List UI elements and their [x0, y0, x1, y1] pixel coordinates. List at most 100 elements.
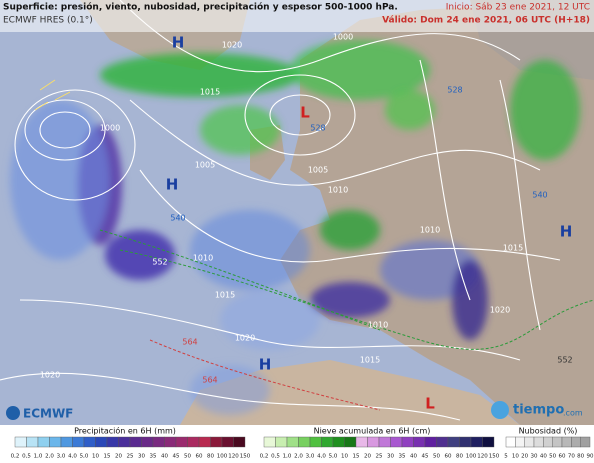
- legend-swatch: [26, 436, 39, 448]
- legend-title: Precipitación en 6H (mm): [74, 426, 176, 436]
- legend-tick-label: 80: [456, 454, 463, 460]
- legend-swatch: [367, 436, 380, 448]
- thickness-label: 540: [170, 214, 185, 223]
- isobar-label: 1000: [100, 124, 120, 133]
- legend-tick-label: 10: [512, 454, 519, 460]
- legend-tick-label: 4,0: [317, 454, 326, 460]
- legend-tick-label: 20: [115, 454, 122, 460]
- legend-swatch: [390, 436, 403, 448]
- legend-swatch: [543, 436, 553, 448]
- legend-swatch: [332, 436, 345, 448]
- isobar-label: 1020: [222, 41, 242, 50]
- legend-scale-cloud: 5 10 20 30 40 50 60 70 80 90: [504, 436, 594, 460]
- legend-tick-label: 35: [399, 454, 406, 460]
- legend-tick-label: 80: [207, 454, 214, 460]
- legend-swatch: [221, 436, 234, 448]
- thickness-lines: [99, 229, 594, 411]
- legend-swatch: [459, 436, 472, 448]
- legend-tick-label: 3,0: [57, 454, 66, 460]
- valid-time: Válido: Dom 24 ene 2021, 06 UTC (H+18): [382, 16, 590, 26]
- legend-tick-label: 30: [138, 454, 145, 460]
- legend-swatch: [118, 436, 131, 448]
- thickness-label: 564: [182, 338, 197, 347]
- legend-tick-label: 60: [559, 454, 566, 460]
- legend-swatch: [355, 436, 368, 448]
- legend-swatch: [37, 436, 50, 448]
- pressure-center: H: [259, 356, 272, 374]
- title: Superficie: presión, viento, nubosidad, …: [3, 2, 398, 13]
- legend-swatch: [129, 436, 142, 448]
- legend-tick-label: 60: [445, 454, 452, 460]
- isobar-label: 1010: [328, 186, 348, 195]
- tiempo-text: tiempo: [513, 403, 564, 418]
- legend-tick-label: 50: [433, 454, 440, 460]
- pressure-center: H: [560, 223, 573, 241]
- legend-swatch: [263, 436, 276, 448]
- thickness-label: 528: [310, 124, 325, 133]
- isobar-label: 1015: [200, 88, 220, 97]
- legend-tick-label: 30: [531, 454, 538, 460]
- legend-swatch: [187, 436, 200, 448]
- legend-swatch: [470, 436, 483, 448]
- legend-tick-label: 5,0: [329, 454, 338, 460]
- header-band: [0, 0, 594, 32]
- legend-swatch: [482, 436, 495, 448]
- legend-swatch: [505, 436, 516, 448]
- legend-swatch: [175, 436, 188, 448]
- legend-swatch: [72, 436, 85, 448]
- legend-tick-label: 50: [549, 454, 556, 460]
- legend-tick-label: 1,0: [34, 454, 43, 460]
- legend-swatch: [95, 436, 108, 448]
- legend-tick-label: 120: [477, 454, 488, 460]
- legend-tick-label: 150: [489, 454, 500, 460]
- isobar-label: 1015: [360, 356, 380, 365]
- thickness-label: 540: [532, 191, 547, 200]
- legend-title: Nubosidad (%): [519, 427, 578, 436]
- tiempo-logo: tiempo .com: [491, 401, 583, 419]
- legend-tick-label: 80: [577, 454, 584, 460]
- isobar-label: 1015: [215, 291, 235, 300]
- legend-swatch: [83, 436, 96, 448]
- legend-tick-label: 20: [364, 454, 371, 460]
- legend-tick-label: 10: [92, 454, 99, 460]
- legend-swatch: [515, 436, 525, 448]
- legend-tick-label: 10: [341, 454, 348, 460]
- legend-scale-snow: 0,2 0,5 1,0 2,0 3,0 4,0 5,0 10 15 20 25 30 35 40 45 50 6…: [260, 436, 500, 460]
- legend-tick-label: 90: [587, 454, 594, 460]
- legend-swatch: [309, 436, 322, 448]
- pressure-center: L: [425, 395, 435, 413]
- legend-tick-label: 150: [240, 454, 251, 460]
- isobars: [0, 0, 561, 421]
- legend-tick-label: 40: [161, 454, 168, 460]
- isobar-label: 1010: [420, 226, 440, 235]
- isobar-label: 1020: [490, 306, 510, 315]
- legend-scale-precipitation: 0,2 0,5 1,0 2,0 3,0 4,0 5,0 10 15 20 25 30 35 40 45 50 6…: [11, 436, 251, 460]
- legend-swatch: [561, 436, 572, 448]
- legend-swatch: [524, 436, 535, 448]
- legend-tick-label: 100: [466, 454, 477, 460]
- legend-tick-label: 0,2: [260, 454, 269, 460]
- legend-title: Nieve acumulada en 6H (cm): [314, 427, 431, 436]
- isobar-label: 1010: [193, 254, 213, 263]
- legend-swatch: [275, 436, 288, 448]
- legend-swatch: [378, 436, 391, 448]
- arrow-barbs: [34, 79, 71, 111]
- legend-swatch: [571, 436, 581, 448]
- legend-tick-label: 60: [196, 454, 203, 460]
- thickness-label: 564: [202, 376, 217, 385]
- legend-tick-label: 4,0: [68, 454, 77, 460]
- legend-tick-label: 5,0: [80, 454, 89, 460]
- legend-swatch: [344, 436, 357, 448]
- legend-tick-label: 45: [173, 454, 180, 460]
- legend-tick-label: 2,0: [45, 454, 54, 460]
- legend-swatch: [141, 436, 154, 448]
- legend-swatch: [447, 436, 460, 448]
- legend-tick-label: 0,2: [11, 454, 20, 460]
- legend-swatch: [233, 436, 246, 448]
- legend-swatch: [60, 436, 73, 448]
- legend-tick-label: 100: [217, 454, 228, 460]
- model-label: ECMWF HRES (0.1°): [3, 16, 93, 26]
- legend-swatch: [210, 436, 223, 448]
